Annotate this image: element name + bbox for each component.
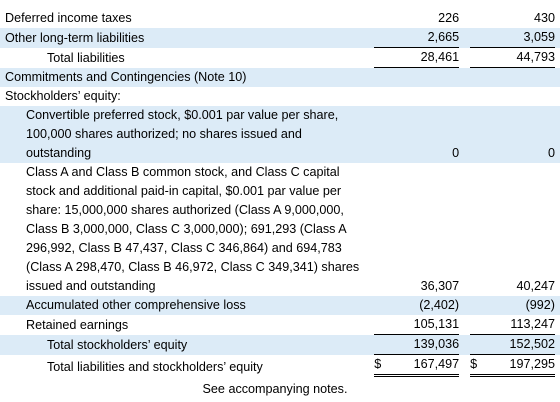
label-cell: Retained earnings [0, 315, 368, 335]
label-cell: Total liabilities [0, 48, 368, 68]
value-cell: (992) [464, 296, 560, 315]
value-box: 36,307 [374, 277, 460, 296]
footnote: See accompanying notes. [202, 382, 348, 396]
label-cell: Other long-term liabilities [0, 28, 369, 48]
value-cell [368, 87, 464, 106]
value-box: (2,402) [374, 296, 459, 315]
value-box: (992) [470, 296, 555, 315]
value-cell: $167,497 [368, 355, 464, 377]
value-cell: 139,036 [368, 335, 465, 355]
value-cell: $197,295 [464, 355, 560, 377]
label-cell: Accumulated other comprehensive loss [0, 296, 369, 315]
value-box: 3,059 [470, 28, 555, 48]
row-label: Convertible preferred stock, $0.001 par … [26, 108, 339, 160]
value-cell: 113,247 [464, 315, 560, 335]
value-cell [464, 87, 560, 106]
value: 44,793 [516, 50, 555, 64]
value-box: $167,497 [374, 355, 460, 377]
value-box: 0 [374, 144, 459, 163]
value-cell: 152,502 [464, 335, 560, 355]
value: 113,247 [510, 317, 555, 331]
value-box: 40,247 [470, 277, 555, 296]
value-box: $197,295 [470, 355, 555, 377]
label-cell: Commitments and Contingencies (Note 10) [0, 68, 369, 87]
value: (992) [525, 298, 555, 312]
value-box: 430 [470, 9, 555, 28]
value-cell: 0 [464, 106, 560, 163]
value: 197,295 [509, 357, 555, 371]
value: 28,461 [420, 50, 460, 64]
value-box: 0 [470, 144, 555, 163]
row-label: Stockholders’ equity: [5, 89, 121, 103]
value-cell: 226 [368, 9, 464, 28]
currency-symbol: $ [470, 357, 478, 371]
table-row: Total liabilities 28,461 44,793 [0, 48, 560, 68]
table-row: Stockholders’ equity: [0, 87, 560, 106]
table-row: Total liabilities and stockholders’ equi… [0, 355, 560, 377]
value-box: 113,247 [470, 315, 555, 335]
label-cell: Total stockholders’ equity [0, 335, 369, 355]
row-label: Class A and Class B common stock, and Cl… [26, 165, 360, 293]
label-cell: Deferred income taxes [0, 9, 368, 28]
value: (2,402) [419, 298, 460, 312]
table-row: Other long-term liabilities 2,665 3,059 [0, 28, 560, 48]
value: 0 [547, 146, 555, 160]
table-row: Total stockholders’ equity 139,036 152,502 [0, 335, 560, 355]
value-cell: 105,131 [368, 315, 464, 335]
currency-symbol: $ [374, 357, 382, 371]
value-box: 105,131 [374, 315, 460, 335]
value-cell: 2,665 [368, 28, 465, 48]
row-label: Commitments and Contingencies (Note 10) [5, 70, 247, 84]
value-cell: 430 [464, 9, 560, 28]
value-cell: 40,247 [464, 163, 560, 296]
row-label: Retained earnings [26, 318, 129, 332]
value: 105,131 [413, 317, 460, 331]
label-cell: Total liabilities and stockholders’ equi… [0, 355, 368, 377]
table-row: Class A and Class B common stock, and Cl… [0, 163, 560, 296]
row-label: Accumulated other comprehensive loss [26, 298, 246, 312]
table-row: Accumulated other comprehensive loss (2,4… [0, 296, 560, 315]
value-box: 28,461 [374, 48, 460, 68]
value: 36,307 [420, 279, 460, 293]
label-cell: Class A and Class B common stock, and Cl… [0, 163, 368, 296]
value-cell: (2,402) [368, 296, 465, 315]
row-label: Total stockholders’ equity [47, 338, 188, 352]
balance-sheet-table: Deferred income taxes 226 430 Other long-te… [0, 9, 560, 377]
value: 152,502 [509, 337, 555, 351]
row-label: Other long-term liabilities [5, 31, 145, 45]
value: 430 [533, 11, 555, 25]
row-label: Total liabilities [47, 51, 125, 65]
label-cell: Stockholders’ equity: [0, 87, 368, 106]
value: 139,036 [413, 337, 460, 351]
value-box: 139,036 [374, 335, 460, 355]
table-row: Retained earnings 105,131 113,247 [0, 315, 560, 335]
value: 3,059 [523, 30, 555, 44]
value-cell: 28,461 [368, 48, 464, 68]
value-box: 226 [374, 9, 459, 28]
value-cell: 3,059 [464, 28, 560, 48]
value: 40,247 [516, 279, 555, 293]
value-box: 152,502 [470, 335, 555, 355]
value: 226 [438, 11, 460, 25]
row-label: Deferred income taxes [5, 11, 132, 25]
label-cell: Convertible preferred stock, $0.001 par … [0, 106, 369, 163]
table-row: Commitments and Contingencies (Note 10) [0, 68, 560, 87]
value: 0 [452, 146, 460, 160]
value: 2,665 [427, 30, 460, 44]
value-box: 2,665 [374, 28, 460, 48]
value-box: 44,793 [470, 48, 555, 68]
value-cell: 36,307 [368, 163, 464, 296]
value-cell [368, 68, 465, 87]
value-cell: 44,793 [464, 48, 560, 68]
value-cell [464, 68, 560, 87]
table-row: Convertible preferred stock, $0.001 par … [0, 106, 560, 163]
value: 167,497 [413, 357, 460, 371]
value-cell: 0 [368, 106, 465, 163]
row-label: Total liabilities and stockholders’ equi… [47, 360, 263, 374]
table-row: Deferred income taxes 226 430 [0, 9, 560, 28]
